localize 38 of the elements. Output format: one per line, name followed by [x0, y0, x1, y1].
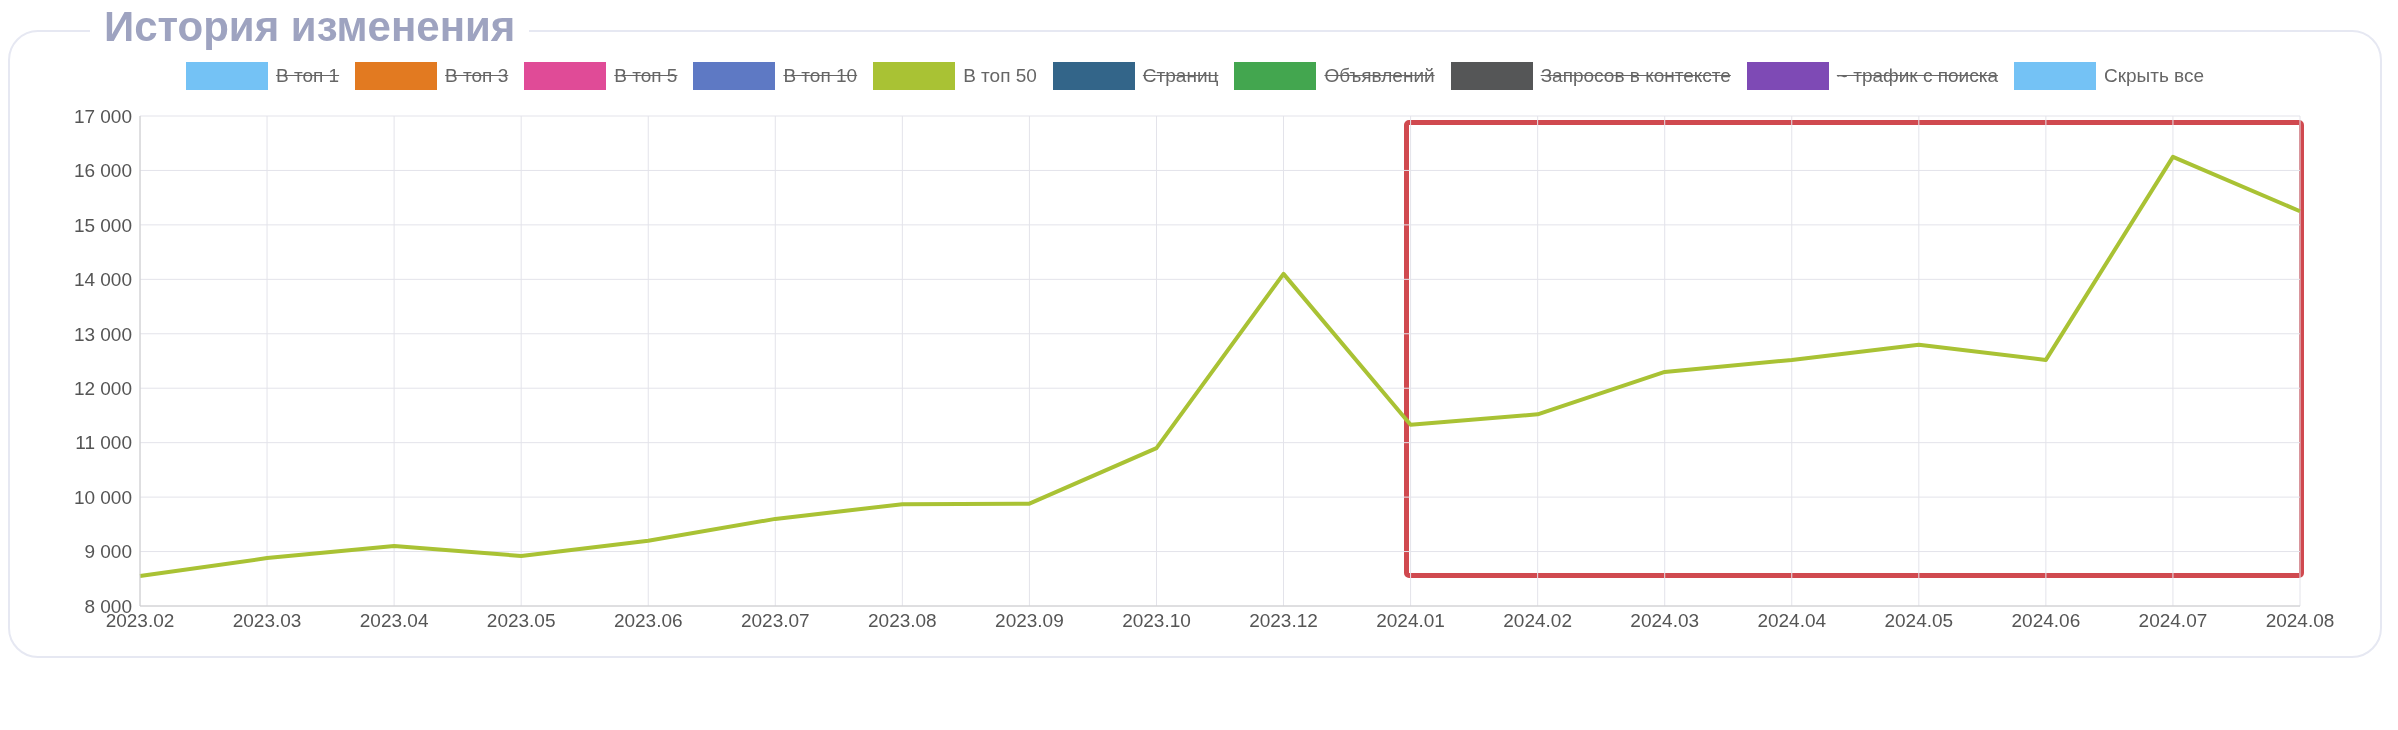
legend-label: Объявлений	[1324, 65, 1435, 87]
x-tick-label: 2023.06	[613, 610, 683, 632]
legend-label: Запросов в контексте	[1540, 65, 1731, 87]
x-tick-label: 2024.06	[2011, 610, 2081, 632]
legend-label: В топ 50	[963, 65, 1037, 87]
x-tick-label: 2023.10	[1122, 610, 1191, 632]
y-tick-label: 13 000	[73, 323, 132, 345]
chart-title: История изменения	[90, 2, 530, 52]
legend-label: В топ 10	[783, 65, 858, 87]
y-tick-label: 17 000	[73, 105, 132, 127]
y-tick-label: 15 000	[73, 214, 132, 236]
x-tick-label: 2024.01	[1376, 610, 1445, 632]
legend-label: Страниц	[1142, 65, 1219, 87]
legend-label: В топ 3	[445, 65, 509, 87]
y-tick-label: 10 000	[73, 486, 132, 508]
text: Скрыть все	[2103, 65, 2205, 87]
x-tick-label: 2024.02	[1503, 610, 1572, 632]
y-tick-label: 12 000	[73, 377, 132, 399]
x-tick-label: 2024.05	[1884, 610, 1954, 632]
line-series	[138, 154, 2302, 579]
x-tick-label: 2023.05	[486, 610, 556, 632]
legend-label: ~ трафик с поиска	[1836, 65, 1998, 87]
x-tick-label: 2024.03	[1630, 610, 1700, 632]
y-tick-label: 14 000	[73, 269, 132, 291]
x-tick-label: 2023.04	[359, 610, 429, 632]
y-tick-label: 16 000	[73, 160, 132, 182]
x-tick-label: 2024.08	[2265, 610, 2335, 632]
x-tick-label: 2024.04	[1757, 610, 1827, 632]
x-tick-label: 2023.09	[995, 610, 1064, 632]
x-tick-label: 2023.03	[232, 610, 302, 632]
x-tick-label: 2023.07	[740, 610, 810, 632]
legend-label: В топ 1	[275, 65, 340, 87]
x-tick-label: 2024.07	[2138, 610, 2208, 632]
x-tick-label: 2023.12	[1249, 610, 1318, 632]
x-tick-label: 2023.08	[868, 610, 937, 632]
y-tick-label: 9 000	[84, 541, 132, 563]
legend-label: В топ 5	[614, 65, 678, 87]
y-tick-label: 11 000	[75, 432, 132, 454]
